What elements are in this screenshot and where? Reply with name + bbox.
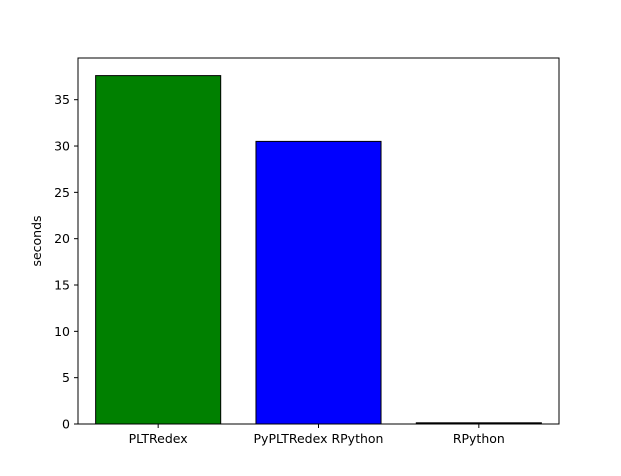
y-tick-label: 0 [62, 417, 70, 432]
x-tick-label: RPython [453, 431, 505, 446]
y-tick-label: 20 [54, 231, 70, 246]
y-tick-label: 30 [54, 139, 70, 154]
x-tick-label: PyPLTRedex RPython [254, 431, 384, 446]
x-tick-label: PLTRedex [129, 431, 188, 446]
bars-group [95, 75, 542, 425]
y-axis-label: seconds [29, 215, 44, 266]
y-tick-label: 15 [54, 278, 70, 293]
x-axis-ticks: PLTRedex PyPLTRedex RPython RPython [129, 424, 505, 446]
y-tick-label: 5 [62, 370, 70, 385]
plot-frame [77, 57, 560, 425]
y-tick-label: 10 [54, 324, 70, 339]
y-axis-ticks: 0 5 10 15 20 25 30 35 [54, 92, 78, 432]
bar-0 [95, 75, 222, 425]
y-tick-label: 25 [54, 185, 70, 200]
y-tick-label: 35 [54, 92, 70, 107]
bar-1 [255, 140, 382, 425]
